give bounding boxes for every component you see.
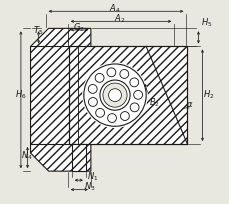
Text: $N_3$: $N_3$ xyxy=(84,181,95,193)
Text: $T_5$: $T_5$ xyxy=(33,24,43,37)
Circle shape xyxy=(120,112,129,120)
Circle shape xyxy=(107,114,116,122)
Circle shape xyxy=(108,89,121,102)
Text: $G_2$: $G_2$ xyxy=(72,21,84,34)
Circle shape xyxy=(119,70,128,78)
Text: $H_2$: $H_2$ xyxy=(202,89,214,101)
Polygon shape xyxy=(71,144,85,171)
Circle shape xyxy=(129,78,138,87)
Text: $A_2$: $A_2$ xyxy=(114,12,125,24)
Circle shape xyxy=(130,103,139,112)
Circle shape xyxy=(88,84,97,93)
Text: $H_6$: $H_6$ xyxy=(15,89,26,101)
Circle shape xyxy=(88,98,97,106)
Circle shape xyxy=(133,90,142,99)
Circle shape xyxy=(82,63,147,127)
Circle shape xyxy=(95,108,104,117)
Polygon shape xyxy=(68,47,187,144)
Text: $N_4$: $N_4$ xyxy=(21,149,32,162)
Text: $A_4$: $A_4$ xyxy=(109,2,120,14)
Circle shape xyxy=(103,83,126,107)
Circle shape xyxy=(95,73,104,82)
Circle shape xyxy=(106,68,115,77)
Text: $N_1$: $N_1$ xyxy=(86,171,98,183)
Text: $\alpha$: $\alpha$ xyxy=(185,100,192,109)
Text: $B_2$: $B_2$ xyxy=(148,96,159,109)
Polygon shape xyxy=(30,28,90,171)
Text: $H_5$: $H_5$ xyxy=(200,17,211,29)
